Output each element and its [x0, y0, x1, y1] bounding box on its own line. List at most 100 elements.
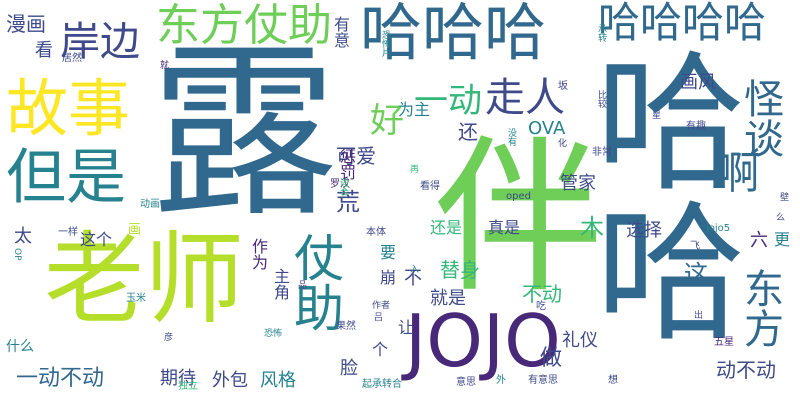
word: 壁 [780, 193, 790, 203]
word: 本体 [366, 227, 386, 238]
word: 化 [556, 138, 566, 147]
word: 木 [580, 214, 604, 242]
word: 不动 [522, 282, 562, 306]
word: 一样 [58, 227, 78, 238]
word: 罗汉 [330, 179, 350, 190]
word: 哈哈 [570, 44, 744, 344]
word: 怪谈 [737, 78, 783, 158]
word: 外包 [212, 370, 248, 391]
word: OP [12, 248, 22, 261]
word: 果然 [336, 321, 356, 332]
word: 主角 [271, 268, 290, 300]
word: 这 [684, 260, 708, 288]
word: 故事 [6, 72, 131, 145]
word: 承转 [596, 24, 606, 42]
word: 让 [398, 318, 415, 337]
word: 彦 [164, 333, 174, 343]
word: 荒 [336, 188, 360, 216]
word: 有意思 [528, 375, 558, 386]
word: 哈哈哈哈 [598, 0, 767, 47]
word: 星 [652, 111, 662, 121]
word: 坂 [558, 81, 568, 92]
word: 独立 [178, 381, 198, 392]
word: 但是 [6, 143, 126, 213]
word: 入 [410, 265, 420, 275]
word: 脸 [340, 358, 358, 379]
word: 飞 [690, 241, 700, 252]
word: jojo5 [706, 223, 731, 234]
word: 动画 [140, 199, 160, 210]
word: 为主 [398, 100, 431, 119]
word: 就 [160, 61, 170, 71]
word: 更 [774, 230, 791, 249]
word: 恐怖 [264, 329, 283, 339]
word: oped [506, 191, 531, 202]
word: 外 [496, 375, 506, 386]
word: 走人 [485, 75, 565, 121]
word: 好 [370, 101, 404, 141]
word: 哈哈哈 [360, 0, 547, 69]
word: 还是 [430, 218, 463, 237]
word: 仗助 [286, 232, 344, 332]
word: 出 [694, 311, 704, 321]
word: 吃 [536, 301, 546, 312]
word: 画 [125, 222, 140, 235]
word: 选择 [626, 220, 662, 241]
word: 五星 [714, 337, 734, 348]
word: 想 [608, 375, 618, 386]
word: 比较 [596, 90, 606, 108]
word: 作者 [372, 301, 391, 311]
word: 一动 [414, 81, 482, 121]
word: JOJO [405, 299, 561, 383]
word: 东方 [737, 268, 783, 348]
word: 有趣 [686, 121, 706, 132]
word: 玉米 [126, 293, 146, 304]
word: 什么 [6, 339, 34, 355]
word: OVA [528, 118, 566, 139]
word: 替身 [440, 258, 480, 282]
word: 礼仪 [562, 330, 598, 351]
word: 品 [296, 280, 306, 289]
word: 非常 [592, 147, 612, 158]
word: 适合 [338, 178, 348, 196]
word: 动不动 [716, 358, 776, 382]
word: 要 [380, 243, 397, 262]
word: 看得 [420, 181, 440, 192]
word: 六 [750, 230, 768, 251]
word: 有意 [331, 16, 350, 48]
word: 惩罚 [337, 148, 356, 180]
word: 崩 [380, 268, 397, 287]
word: 东方仗助 [156, 0, 332, 51]
word: 期待 [160, 368, 196, 389]
word: 居然 [62, 53, 82, 64]
word: 风格 [260, 370, 296, 391]
word: 恐怖片 [380, 30, 390, 57]
word: 一动不动 [16, 366, 105, 391]
word: 画风 [680, 72, 716, 93]
word: 吕 [374, 313, 384, 323]
word: 真是 [488, 218, 521, 237]
word: 没有 [506, 128, 516, 146]
word: 管家 [560, 173, 596, 194]
word: 啊 [716, 148, 760, 199]
word: 太 [14, 226, 32, 247]
word: 岸边 [60, 19, 140, 65]
word: 做 [540, 346, 563, 371]
word: 不 [404, 268, 422, 289]
word: 作为 [249, 238, 268, 270]
word: 就是 [430, 288, 466, 309]
word: 起承转合 [362, 379, 402, 390]
word: 露 [150, 24, 338, 243]
word: 么 [776, 213, 786, 223]
word: 可爱 [336, 144, 376, 168]
word: 意思 [456, 377, 476, 388]
word: 个 [372, 340, 389, 359]
word: 再 [410, 165, 420, 175]
word: 这个 [80, 230, 113, 249]
word: 看 [35, 40, 53, 61]
word: 伴 [406, 128, 602, 296]
word: 漫画 [6, 12, 46, 36]
word: 老师 [44, 221, 244, 338]
word: 还 [458, 120, 478, 144]
